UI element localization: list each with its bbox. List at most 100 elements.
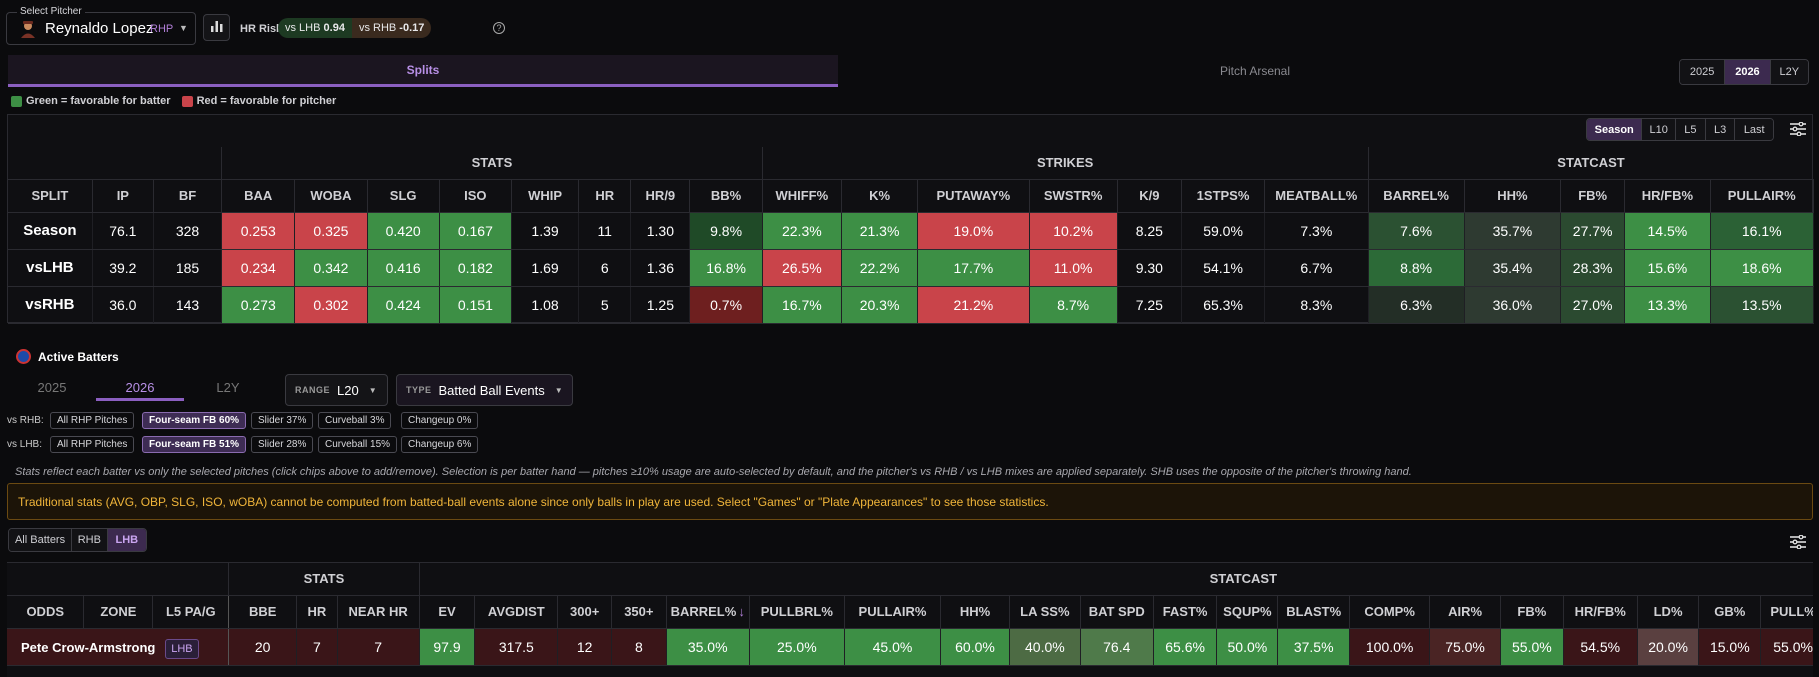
batters-col-header[interactable]: AIR% xyxy=(1429,595,1501,629)
splits-col-header[interactable]: FB% xyxy=(1560,179,1626,213)
splits-col-header[interactable]: ISO xyxy=(439,179,512,213)
help-icon[interactable]: ? xyxy=(493,22,505,34)
split-cell: 59.0% xyxy=(1181,212,1266,250)
pitcher-select[interactable]: Select Pitcher Reynaldo Lopez RHP ▼ xyxy=(6,6,196,45)
splits-col-header[interactable]: PUTAWAY% xyxy=(917,179,1030,213)
splits-col-header[interactable]: HR/FB% xyxy=(1624,179,1711,213)
batters-year-l2y[interactable]: L2Y xyxy=(216,380,240,395)
split-label: vsLHB xyxy=(8,249,93,287)
batters-col-header[interactable]: PULLBRL% xyxy=(749,595,845,629)
batters-col-header[interactable]: BBE xyxy=(228,595,298,629)
batters-col-header[interactable]: 350+ xyxy=(611,595,667,629)
splits-col-header[interactable]: SPLIT xyxy=(8,179,93,213)
batters-col-header[interactable]: COMP% xyxy=(1349,595,1431,629)
batters-col-header[interactable]: HH% xyxy=(940,595,1010,629)
period-l3[interactable]: L3 xyxy=(1705,119,1736,140)
splits-col-header[interactable]: K% xyxy=(841,179,919,213)
batters-col-header[interactable]: ODDS xyxy=(7,595,85,629)
batters-col-header[interactable]: FB% xyxy=(1500,595,1564,629)
filter-rhb[interactable]: RHB xyxy=(72,529,108,551)
batters-col-header[interactable]: BAT SPD xyxy=(1080,595,1154,629)
splits-col-header[interactable]: MEATBALL% xyxy=(1264,179,1369,213)
period-season[interactable]: Season xyxy=(1587,119,1643,140)
splits-col-header[interactable]: WHIFF% xyxy=(762,179,842,213)
column-settings-icon[interactable] xyxy=(1790,121,1806,141)
split-cell: 6.7% xyxy=(1264,249,1369,287)
splits-col-header[interactable]: SWSTR% xyxy=(1029,179,1118,213)
split-cell: 11 xyxy=(578,212,632,250)
batters-year-2026[interactable]: 2026 xyxy=(96,375,184,401)
tab-splits[interactable]: Splits xyxy=(8,55,838,87)
batter-name-cell[interactable]: Pete Crow-Armstrong LHB xyxy=(7,628,230,666)
batters-col-header[interactable]: BARREL% ↓ xyxy=(666,595,750,629)
batters-col-header[interactable]: BLAST% xyxy=(1277,595,1351,629)
splits-col-header[interactable]: HR/9 xyxy=(630,179,691,213)
year-l2y[interactable]: L2Y xyxy=(1770,60,1808,84)
table-row[interactable]: Pete Crow-Armstrong LHB 20 7 7 97.9 317.5 12 8… xyxy=(7,628,1813,666)
split-cell: 20.3% xyxy=(841,286,919,324)
split-cell: 7.25 xyxy=(1117,286,1182,324)
lhb-chip-curveball[interactable]: Curveball 15% xyxy=(318,436,398,453)
splits-col-header[interactable]: K/9 xyxy=(1117,179,1182,213)
split-cell: 6 xyxy=(578,249,632,287)
rhb-chip-slider[interactable]: Slider 37% xyxy=(251,412,314,429)
batters-col-header[interactable]: PULLAIR% xyxy=(844,595,942,629)
batters-col-header[interactable]: HR xyxy=(296,595,338,629)
batters-col-header-label: HR/FB% xyxy=(1574,604,1626,619)
batter-cell: 7 xyxy=(296,628,338,666)
batters-col-header[interactable]: PULL% xyxy=(1760,595,1813,629)
splits-col-header[interactable]: 1STPS% xyxy=(1181,179,1266,213)
filter-lhb[interactable]: LHB xyxy=(107,529,146,551)
lhb-chip-changeup[interactable]: Changeup 6% xyxy=(401,436,479,453)
batters-col-header[interactable]: GB% xyxy=(1698,595,1762,629)
rhb-chip-all[interactable]: All RHP Pitches xyxy=(50,412,135,429)
rhb-chip-fourseam[interactable]: Four-seam FB 60% xyxy=(142,412,247,429)
batters-col-header[interactable]: HR/FB% xyxy=(1563,595,1638,629)
batters-year-2025[interactable]: 2025 xyxy=(37,380,67,395)
period-l5[interactable]: L5 xyxy=(1676,119,1706,140)
lhb-chip-fourseam[interactable]: Four-seam FB 51% xyxy=(142,436,247,453)
batters-column-settings-icon[interactable] xyxy=(1790,534,1806,554)
split-cell: 17.7% xyxy=(917,249,1030,287)
filter-all-batters[interactable]: All Batters xyxy=(9,529,73,551)
type-select[interactable]: TYPE Batted Ball Events ▼ xyxy=(396,374,573,406)
year-2026[interactable]: 2026 xyxy=(1725,60,1771,84)
period-last[interactable]: Last xyxy=(1735,119,1773,140)
splits-col-header[interactable]: BF xyxy=(153,179,223,213)
batters-col-header[interactable]: LD% xyxy=(1637,595,1700,629)
batters-col-header[interactable]: LA SS% xyxy=(1009,595,1081,629)
splits-col-header[interactable]: HH% xyxy=(1464,179,1562,213)
chart-toggle-button[interactable] xyxy=(203,14,230,41)
lhb-chip-slider[interactable]: Slider 28% xyxy=(251,436,314,453)
splits-row: vsRHB 36.0 143 0.273 0.302 0.424 0.151 1.08 5 1.2… xyxy=(8,286,1814,324)
split-cell: 328 xyxy=(153,212,223,250)
batters-col-header[interactable]: FAST% xyxy=(1153,595,1218,629)
splits-col-header[interactable]: BARREL% xyxy=(1368,179,1465,213)
period-l10[interactable]: L10 xyxy=(1642,119,1677,140)
splits-col-header[interactable]: BB% xyxy=(689,179,763,213)
rhb-chip-changeup[interactable]: Changeup 0% xyxy=(401,412,479,429)
tab-pitch-arsenal[interactable]: Pitch Arsenal xyxy=(840,55,1670,87)
batters-col-header-label: GB% xyxy=(1714,604,1746,619)
rhb-chip-curveball[interactable]: Curveball 3% xyxy=(318,412,392,429)
batters-col-header[interactable]: NEAR HR xyxy=(337,595,420,629)
batters-col-header[interactable]: 300+ xyxy=(557,595,613,629)
batters-col-header-label: PULLBRL% xyxy=(760,604,833,619)
splits-col-header[interactable]: WHIP xyxy=(511,179,580,213)
batters-col-header[interactable]: SQUP% xyxy=(1216,595,1279,629)
splits-col-header[interactable]: IP xyxy=(92,179,154,213)
batters-col-header[interactable]: AVGDIST xyxy=(474,595,559,629)
batters-col-header-label: HH% xyxy=(959,604,991,619)
range-select[interactable]: RANGE L20 ▼ xyxy=(285,374,388,406)
splits-col-header[interactable]: BAA xyxy=(221,179,296,213)
splits-col-header[interactable]: HR xyxy=(578,179,632,213)
splits-col-header[interactable]: PULLAIR% xyxy=(1710,179,1814,213)
batters-col-header[interactable]: EV xyxy=(419,595,476,629)
splits-col-header[interactable]: SLG xyxy=(367,179,440,213)
batters-col-header[interactable]: L5 PA/G xyxy=(152,595,230,629)
batters-col-header[interactable]: ZONE xyxy=(83,595,154,629)
lhb-chip-all[interactable]: All RHP Pitches xyxy=(50,436,135,453)
year-2025[interactable]: 2025 xyxy=(1680,60,1726,84)
split-cell: 22.2% xyxy=(841,249,919,287)
splits-col-header[interactable]: WOBA xyxy=(294,179,368,213)
